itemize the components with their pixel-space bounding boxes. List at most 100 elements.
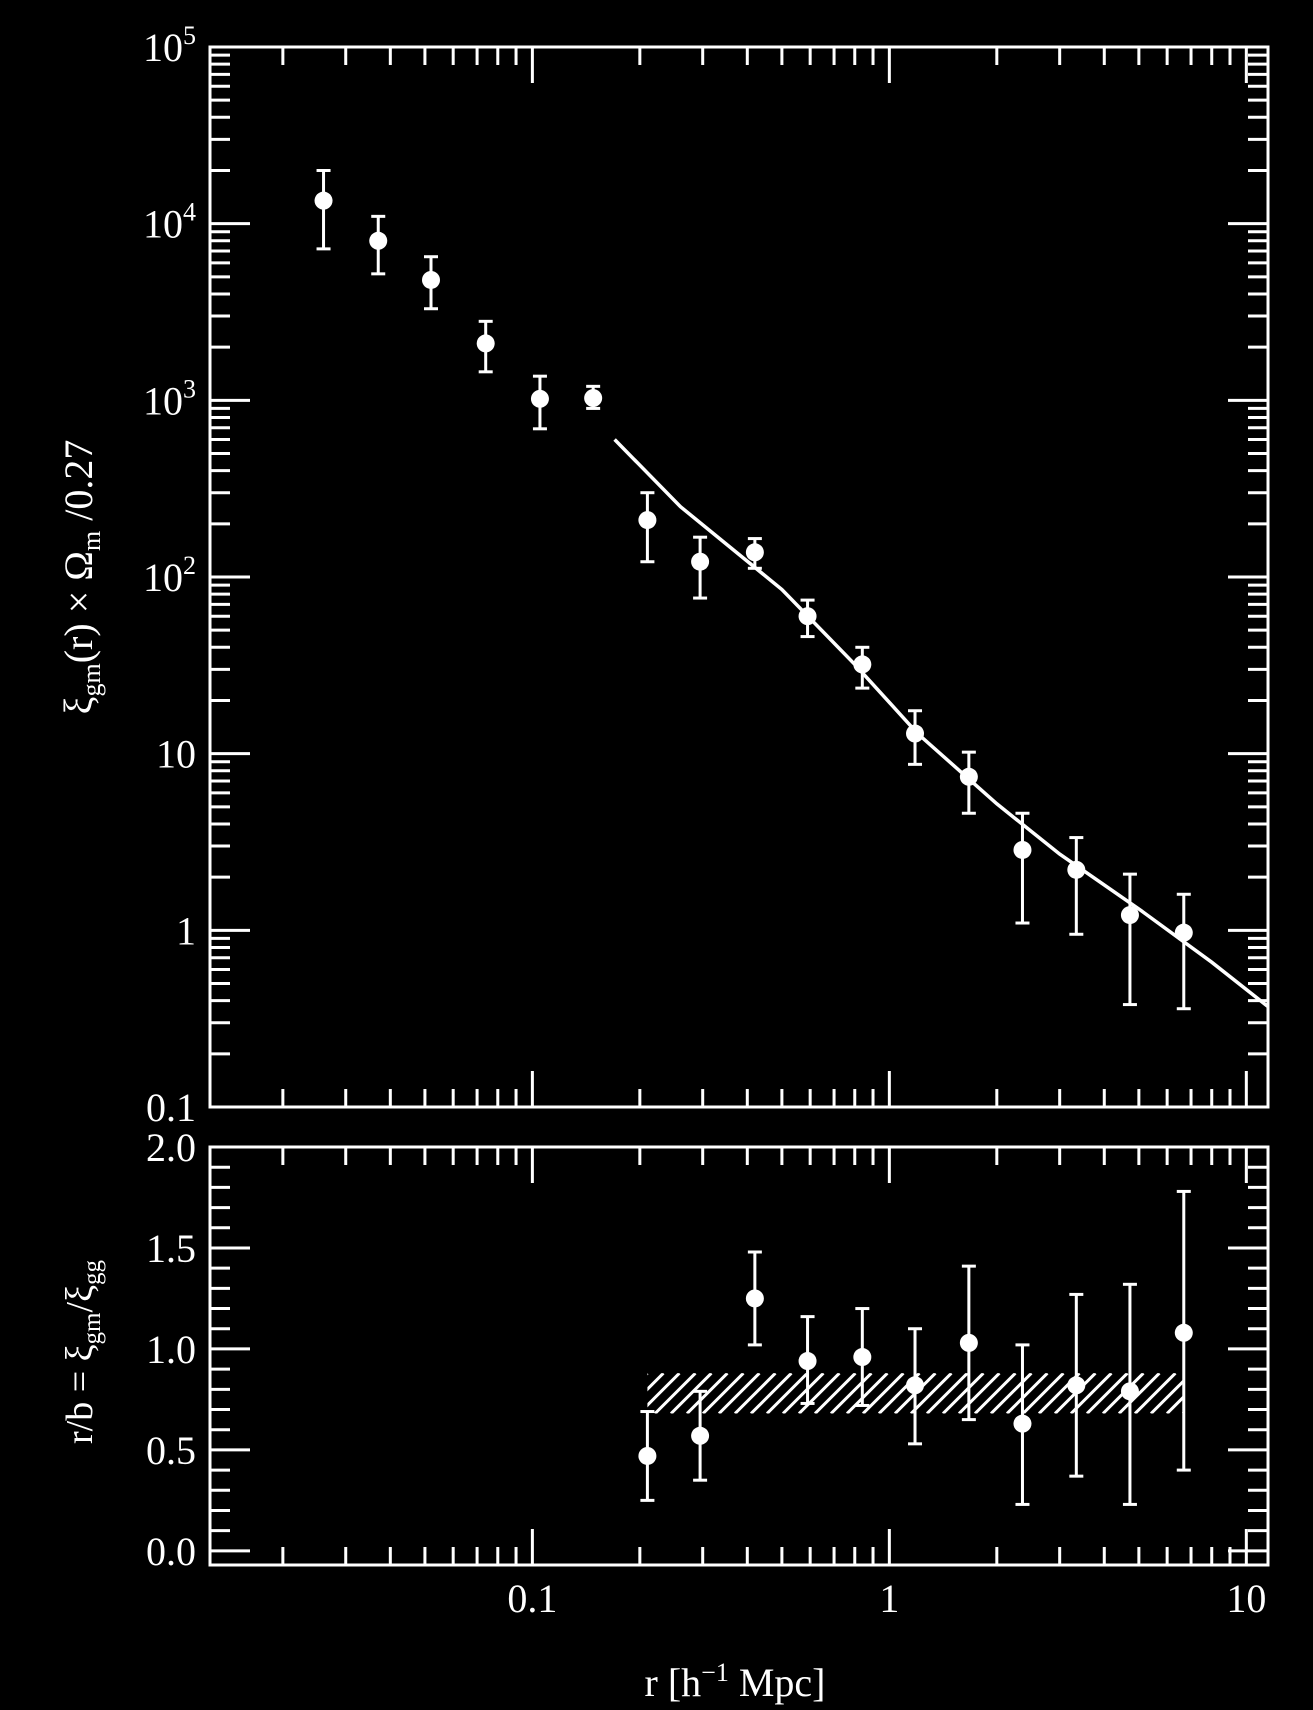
- hatch-line: [647, 1373, 665, 1392]
- y-tick-label: 10: [156, 732, 196, 777]
- y-tick-label: 105: [143, 21, 196, 70]
- data-point: [1174, 1189, 1193, 1472]
- bottom-y-axis-label: r/b = ξgm/ξgg: [59, 1259, 106, 1444]
- hatch-line: [941, 1373, 985, 1414]
- data-marker: [1067, 1376, 1086, 1395]
- data-point: [745, 537, 764, 570]
- data-marker: [1174, 923, 1193, 942]
- data-point: [959, 750, 978, 815]
- data-marker: [1067, 860, 1086, 879]
- data-marker: [476, 334, 495, 353]
- hatch-line: [1005, 1373, 1049, 1414]
- data-marker: [1174, 1323, 1193, 1342]
- hatch-line: [647, 1373, 681, 1408]
- data-marker: [1120, 906, 1139, 925]
- hatch-line: [829, 1373, 873, 1414]
- data-point: [1174, 892, 1193, 1011]
- hatch-line: [701, 1373, 745, 1414]
- bottom-data-points: [638, 1189, 1193, 1506]
- hatch-line: [717, 1373, 761, 1414]
- data-point: [1013, 811, 1032, 925]
- hatch-line: [1021, 1373, 1065, 1414]
- data-marker: [745, 1289, 764, 1308]
- data-marker: [422, 270, 441, 289]
- hatch-line: [653, 1373, 697, 1414]
- data-marker: [638, 1446, 657, 1465]
- data-point: [906, 1327, 925, 1446]
- data-marker: [691, 552, 710, 571]
- y-tick-label: 0.5: [146, 1428, 196, 1473]
- data-point: [584, 384, 603, 410]
- data-point: [853, 645, 872, 690]
- top-y-axis-label: ξgm(r) × Ωm /0.27: [56, 440, 106, 715]
- top-y-tick-labels: 0.1 1 10 102 103 104 105: [143, 21, 196, 1130]
- data-marker: [853, 655, 872, 674]
- hatch-line: [749, 1373, 793, 1414]
- data-point: [1120, 1282, 1139, 1506]
- data-marker: [906, 724, 925, 743]
- data-point: [1067, 1292, 1086, 1478]
- top-data-points: [314, 168, 1193, 1011]
- data-marker: [798, 1352, 817, 1371]
- data-point: [530, 374, 549, 431]
- data-marker: [745, 543, 764, 562]
- hatch-line: [973, 1373, 1017, 1414]
- top-panel: 0.1 1 10 102 103 104 105 ξgm(r) × Ωm /0.27: [56, 21, 1270, 1130]
- data-marker: [691, 1426, 710, 1445]
- hatch-line: [765, 1373, 809, 1414]
- bottom-axis-ticks: [210, 1145, 1268, 1565]
- data-marker: [530, 389, 549, 408]
- data-marker: [1013, 1414, 1032, 1433]
- hatch-line: [1133, 1373, 1177, 1414]
- bottom-y-tick-labels: 0.0 0.5 1.0 1.5 2.0: [146, 1125, 196, 1574]
- bottom-plot-frame: [208, 1145, 1270, 1567]
- y-tick-label: 1: [176, 908, 196, 953]
- x-tick-label: 1: [879, 1576, 899, 1621]
- data-marker: [798, 607, 817, 626]
- top-plot-frame: [208, 45, 1270, 1109]
- data-point: [314, 168, 333, 251]
- hatch-line: [685, 1373, 729, 1414]
- y-tick-label: 0.0: [146, 1529, 196, 1574]
- hatch-line: [797, 1373, 841, 1414]
- hatch-line: [957, 1373, 1001, 1414]
- data-point: [745, 1250, 764, 1347]
- hatch-line: [861, 1373, 905, 1414]
- hatch-line: [669, 1373, 713, 1414]
- x-tick-label: 10: [1226, 1576, 1266, 1621]
- y-tick-label: 1.5: [146, 1226, 196, 1271]
- data-point: [1120, 872, 1139, 1007]
- hatch-line: [813, 1373, 857, 1414]
- data-point: [476, 319, 495, 374]
- hatch-line: [1117, 1373, 1161, 1414]
- data-marker: [959, 1333, 978, 1352]
- hatch-line: [1165, 1394, 1184, 1414]
- data-marker: [584, 389, 603, 408]
- data-marker: [1120, 1382, 1139, 1401]
- data-point: [422, 255, 441, 311]
- hatch-line: [925, 1373, 969, 1414]
- y-tick-label: 102: [143, 551, 196, 600]
- data-point: [369, 214, 388, 276]
- data-point: [638, 491, 657, 564]
- hatch-line: [845, 1373, 889, 1414]
- data-point: [1067, 836, 1086, 936]
- data-point: [798, 1315, 817, 1405]
- data-marker: [906, 1376, 925, 1395]
- y-tick-label: 103: [143, 374, 196, 423]
- y-tick-label: 1.0: [146, 1327, 196, 1372]
- data-point: [691, 1389, 710, 1482]
- data-marker: [853, 1348, 872, 1367]
- data-marker: [314, 191, 333, 210]
- y-tick-label: 2.0: [146, 1125, 196, 1170]
- data-marker: [1013, 840, 1032, 859]
- hatch-line: [733, 1373, 777, 1414]
- hatch-line: [909, 1373, 953, 1414]
- top-axis-ticks: [210, 45, 1268, 1109]
- hatch-line: [1085, 1373, 1129, 1414]
- x-axis-label: r [h−1 Mpc]: [645, 1658, 826, 1705]
- data-point: [798, 598, 817, 639]
- data-point: [906, 709, 925, 766]
- data-point: [638, 1410, 657, 1502]
